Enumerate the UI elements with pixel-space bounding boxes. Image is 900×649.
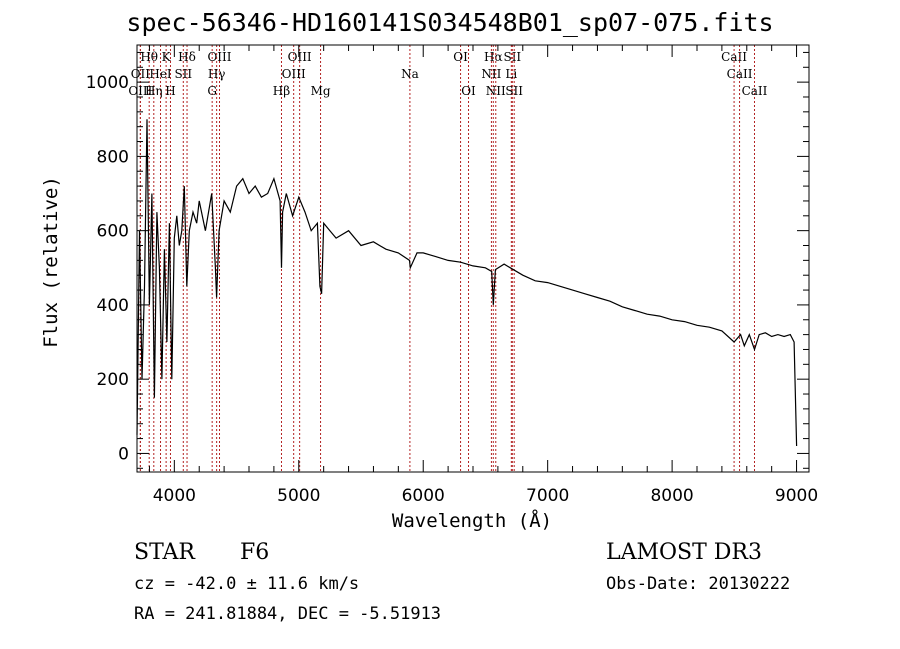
line-label-8: CaII <box>721 50 747 64</box>
redshift-cz: cz = -42.0 ± 11.6 km/s <box>134 574 360 594</box>
y-tick-label-5: 1000 <box>86 73 129 93</box>
line-label-25: NII <box>486 84 506 98</box>
line-label-22: Hβ <box>273 84 290 98</box>
line-label-15: NII <box>481 67 501 81</box>
line-label-5: OI <box>453 50 468 64</box>
line-label-4: OIII <box>288 50 312 64</box>
line-label-18: OIII <box>128 84 152 98</box>
y-tick-label-0: 0 <box>118 444 129 464</box>
line-label-7: SII <box>503 50 521 64</box>
y-tick-label-4: 800 <box>97 147 129 167</box>
x-tick-label-2: 6000 <box>402 486 445 506</box>
line-label-16: Li <box>505 67 517 81</box>
line-label-14: Na <box>401 67 419 81</box>
line-label-13: OIII <box>282 67 306 81</box>
line-label-10: HeI <box>149 67 172 81</box>
spectrum-line <box>136 119 798 447</box>
line-label-11: SII <box>174 67 192 81</box>
x-tick-label-5: 9000 <box>775 486 818 506</box>
line-label-19: Hη <box>145 84 163 98</box>
object-class: STAR <box>134 540 195 565</box>
line-label-26: SII <box>505 84 523 98</box>
line-label-23: Mg <box>311 84 331 98</box>
line-label-17: CaII <box>727 67 753 81</box>
coordinates: RA = 241.81884, DEC = -5.51913 <box>134 604 442 624</box>
y-axis-label: Flux (relative) <box>40 176 62 348</box>
line-label-12: Hγ <box>208 67 226 81</box>
y-tick-label-3: 600 <box>97 222 129 242</box>
object-subclass: F6 <box>240 540 270 565</box>
plot-frame <box>136 44 810 473</box>
line-label-2: Hδ <box>178 50 196 64</box>
line-label-27: CaII <box>742 84 768 98</box>
y-tick-label-2: 400 <box>97 296 129 316</box>
x-tick-label-4: 8000 <box>650 486 693 506</box>
line-label-6: Hα <box>484 50 503 64</box>
line-label-24: OI <box>461 84 476 98</box>
line-label-1: K <box>162 50 172 64</box>
x-tick-label-1: 5000 <box>277 486 320 506</box>
x-axis-label: Wavelength (Å) <box>391 510 553 532</box>
line-label-20: H <box>165 84 175 98</box>
line-label-3: OIII <box>207 50 231 64</box>
observation-date: Obs-Date: 20130222 <box>606 574 791 594</box>
x-tick-label-0: 4000 <box>153 486 196 506</box>
y-tick-label-1: 200 <box>97 370 129 390</box>
chart-title: spec-56346-HD160141S034548B01_sp07-075.f… <box>126 8 774 37</box>
x-tick-label-3: 7000 <box>526 486 569 506</box>
line-label-21: G <box>207 84 217 98</box>
survey-label: LAMOST DR3 <box>606 540 762 565</box>
